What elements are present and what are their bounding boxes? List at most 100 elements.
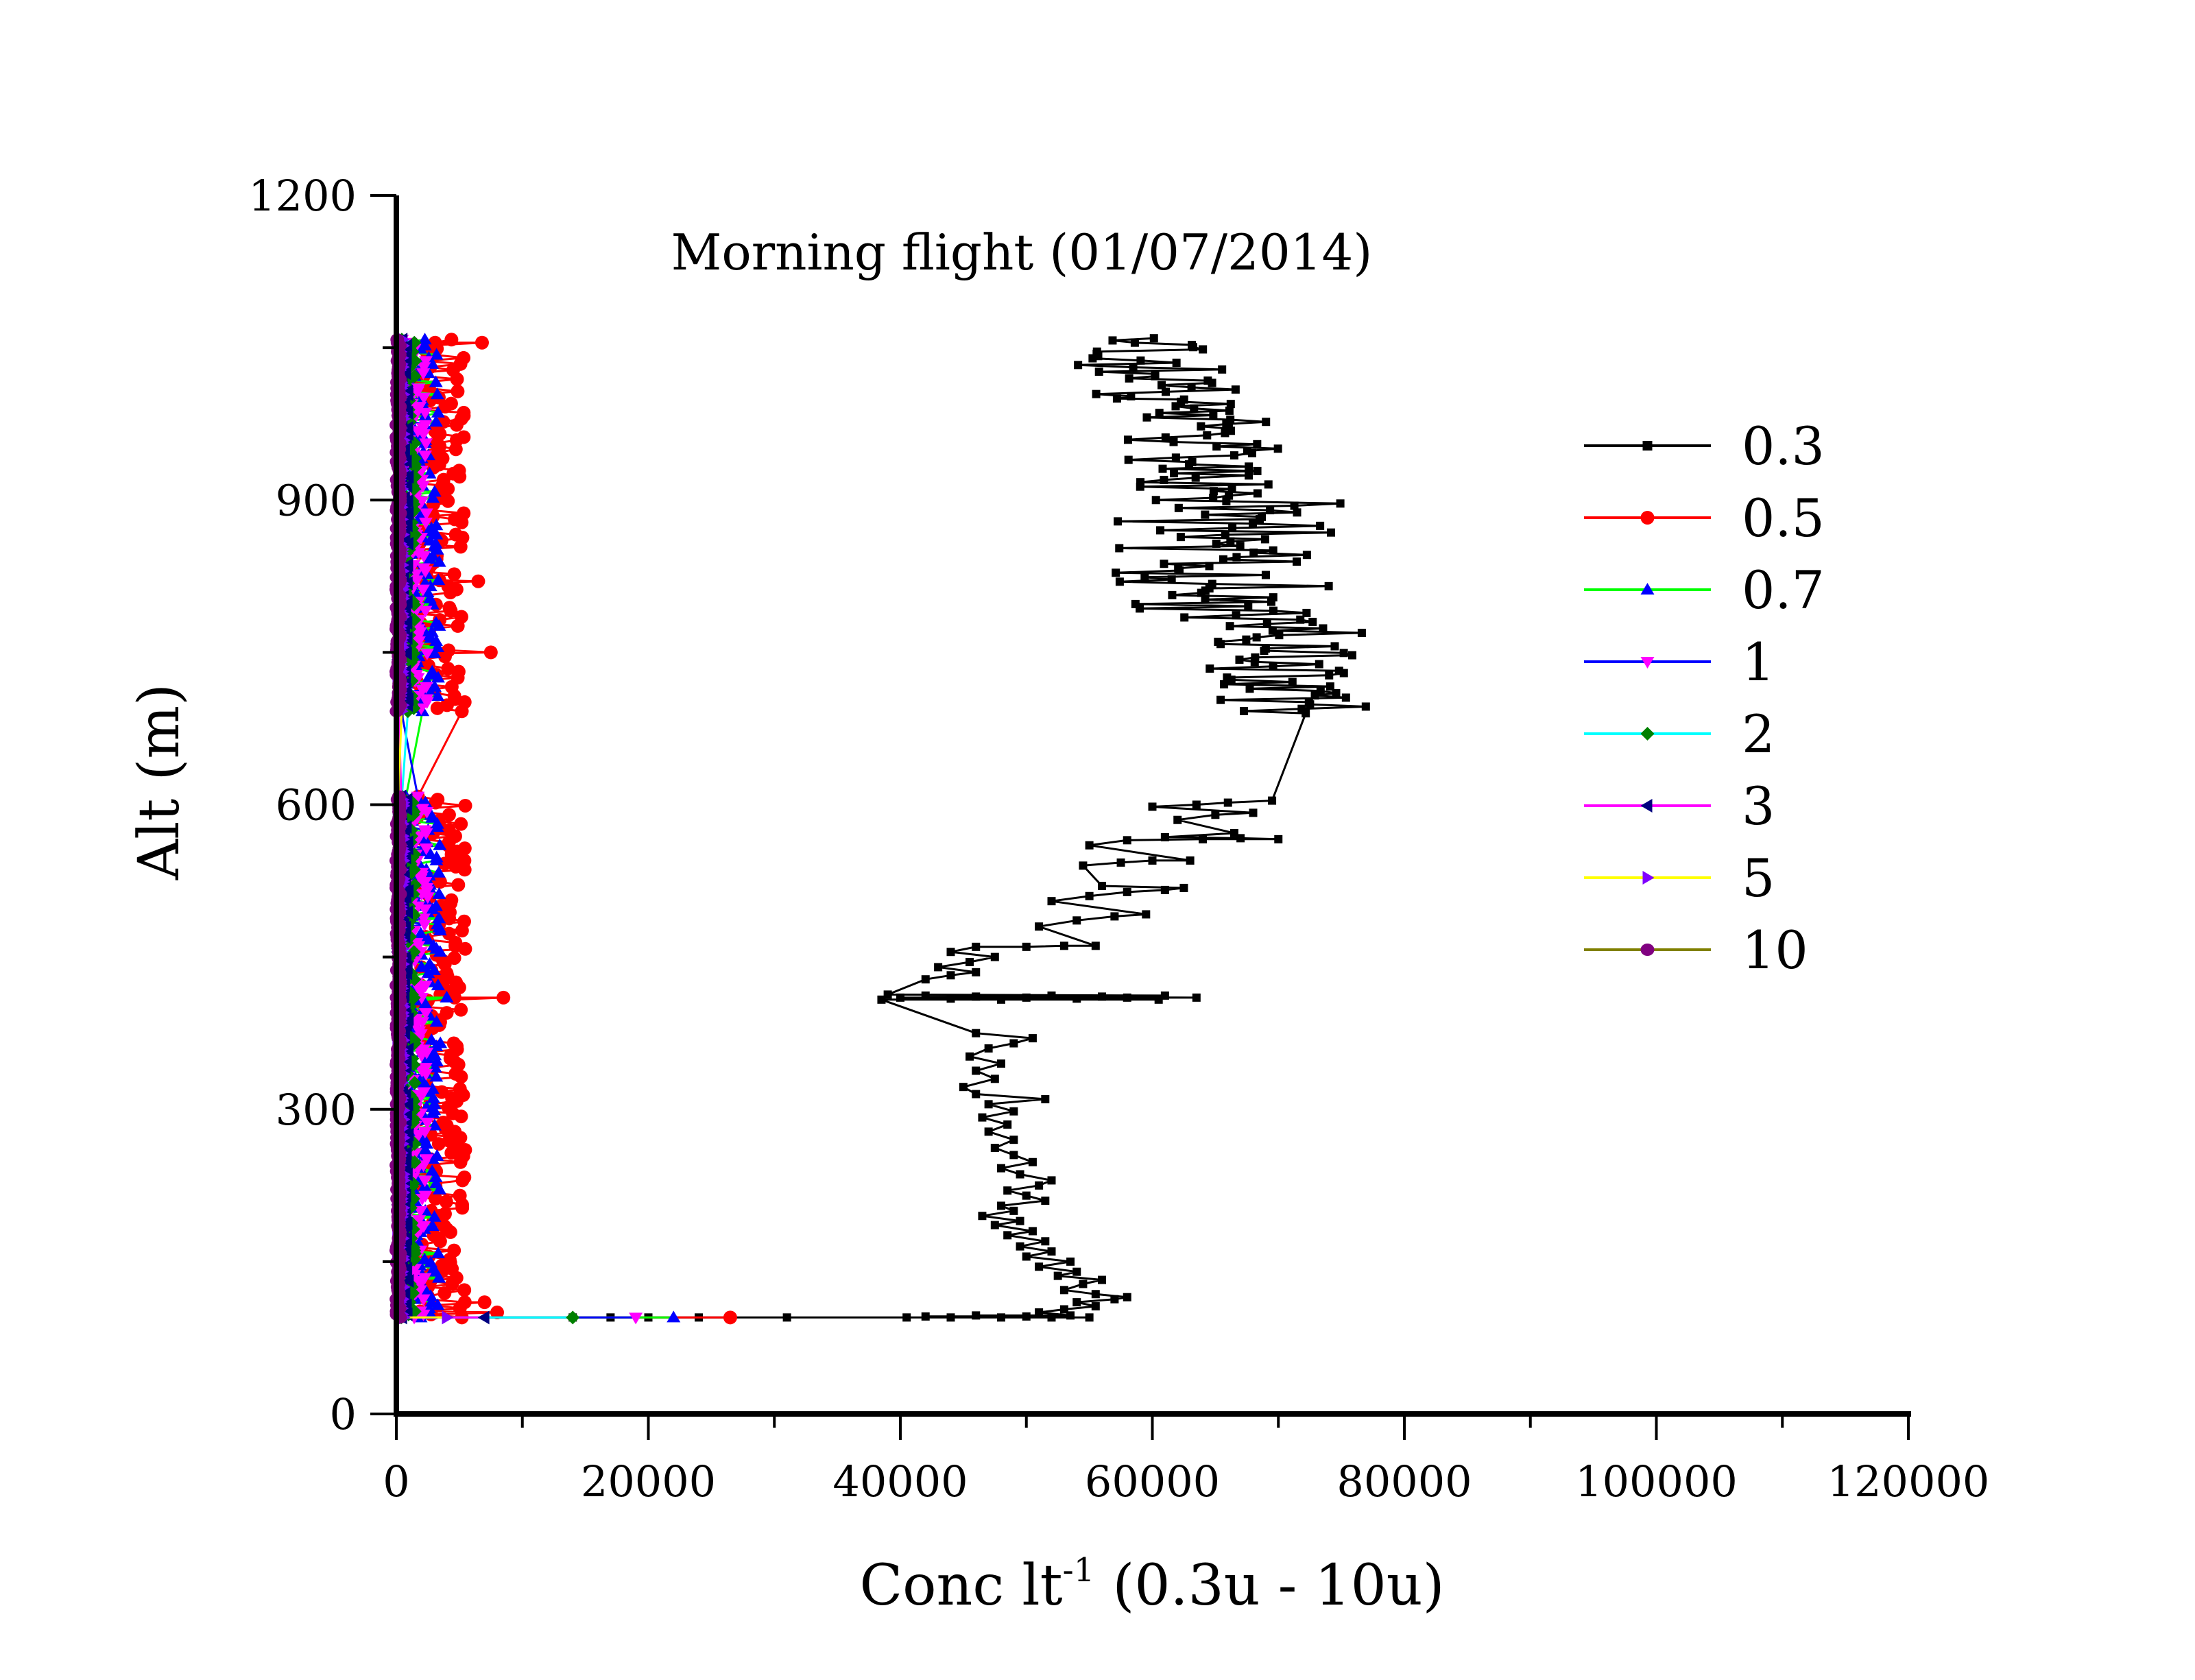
data-point bbox=[1201, 510, 1210, 519]
data-point bbox=[1209, 411, 1218, 420]
data-point bbox=[429, 375, 443, 387]
data-point bbox=[418, 339, 432, 351]
data-point bbox=[1123, 993, 1131, 1002]
data-point bbox=[1154, 995, 1163, 1004]
data-point bbox=[426, 1091, 440, 1103]
data-point bbox=[411, 983, 426, 996]
data-point bbox=[431, 865, 446, 878]
data-point bbox=[416, 368, 431, 381]
data-point bbox=[1216, 695, 1225, 704]
data-point bbox=[411, 791, 425, 804]
data-point bbox=[1245, 462, 1254, 471]
data-point bbox=[429, 1015, 444, 1027]
data-point bbox=[1072, 994, 1081, 1003]
data-point bbox=[1140, 573, 1149, 581]
data-point bbox=[401, 835, 413, 850]
data-point bbox=[972, 992, 981, 1001]
data-point bbox=[1209, 487, 1218, 496]
data-point bbox=[1169, 437, 1178, 446]
data-point bbox=[1003, 1231, 1012, 1240]
data-point bbox=[1288, 677, 1297, 686]
data-point bbox=[427, 1103, 442, 1116]
data-point bbox=[1003, 1120, 1012, 1129]
data-point bbox=[1236, 834, 1245, 843]
x-tick-label: 20000 bbox=[581, 1456, 716, 1507]
data-point bbox=[629, 1312, 643, 1325]
data-point bbox=[1261, 571, 1270, 579]
data-point bbox=[1268, 796, 1277, 805]
data-point bbox=[972, 968, 981, 976]
data-point bbox=[431, 979, 445, 991]
data-point bbox=[934, 963, 943, 972]
data-point bbox=[1160, 560, 1168, 568]
data-point bbox=[422, 957, 437, 969]
data-point bbox=[416, 563, 431, 575]
data-point bbox=[1179, 395, 1188, 404]
data-point bbox=[427, 939, 441, 951]
data-point bbox=[447, 567, 461, 581]
data-point bbox=[432, 1271, 446, 1283]
x-tick-label: 40000 bbox=[832, 1456, 968, 1507]
data-point bbox=[416, 584, 430, 597]
data-point bbox=[997, 1164, 1005, 1173]
data-point bbox=[429, 1055, 444, 1067]
data-point bbox=[416, 913, 431, 926]
data-point bbox=[1230, 828, 1238, 837]
data-point bbox=[1108, 336, 1117, 345]
data-point bbox=[1059, 941, 1068, 950]
data-point bbox=[415, 804, 429, 816]
data-point bbox=[457, 405, 471, 420]
data-point bbox=[1293, 557, 1302, 566]
data-point bbox=[972, 942, 981, 951]
data-point bbox=[1266, 506, 1275, 515]
data-point bbox=[1072, 1298, 1081, 1307]
data-point bbox=[400, 595, 413, 609]
data-point bbox=[447, 1243, 461, 1258]
data-point bbox=[723, 1310, 737, 1325]
data-point bbox=[454, 610, 468, 624]
data-point bbox=[1149, 334, 1158, 343]
data-point bbox=[1016, 1170, 1024, 1179]
data-point bbox=[1341, 693, 1350, 702]
data-point bbox=[1136, 356, 1145, 365]
data-point bbox=[1269, 662, 1278, 671]
data-point bbox=[1242, 635, 1251, 644]
data-point bbox=[1167, 575, 1176, 584]
data-point bbox=[430, 817, 444, 829]
data-point bbox=[1206, 664, 1214, 673]
data-point bbox=[453, 1082, 467, 1096]
data-point bbox=[1236, 542, 1245, 551]
data-point bbox=[429, 518, 444, 531]
data-point bbox=[1290, 501, 1299, 510]
data-point bbox=[429, 616, 443, 628]
data-point bbox=[1188, 340, 1197, 349]
data-point bbox=[1160, 991, 1169, 1000]
data-point bbox=[429, 348, 444, 360]
data-point bbox=[457, 350, 471, 365]
legend-marker bbox=[1640, 511, 1655, 525]
legend-marker bbox=[1642, 441, 1653, 451]
data-point bbox=[411, 383, 426, 396]
data-point bbox=[416, 1131, 431, 1143]
data-point bbox=[431, 573, 446, 586]
data-point bbox=[1047, 1176, 1056, 1185]
series-line bbox=[573, 337, 1366, 1319]
data-point bbox=[1208, 579, 1216, 588]
data-point bbox=[1339, 649, 1348, 658]
data-point bbox=[451, 878, 466, 892]
data-point bbox=[418, 996, 433, 1009]
data-point bbox=[427, 485, 442, 497]
data-point bbox=[1228, 524, 1237, 533]
data-point bbox=[413, 402, 427, 414]
data-point bbox=[1201, 595, 1210, 604]
series-0_5 bbox=[408, 333, 737, 1325]
legend-label: 0.7 bbox=[1742, 560, 1825, 621]
legend: 0.3 0.5 0.7 1 2 3 5 10 bbox=[1584, 416, 1825, 981]
data-point bbox=[1187, 383, 1196, 392]
data-point bbox=[433, 1036, 448, 1048]
data-point bbox=[444, 333, 459, 347]
data-point bbox=[1225, 406, 1234, 415]
data-point bbox=[442, 601, 457, 615]
data-point bbox=[984, 1127, 993, 1136]
data-point bbox=[429, 899, 443, 911]
